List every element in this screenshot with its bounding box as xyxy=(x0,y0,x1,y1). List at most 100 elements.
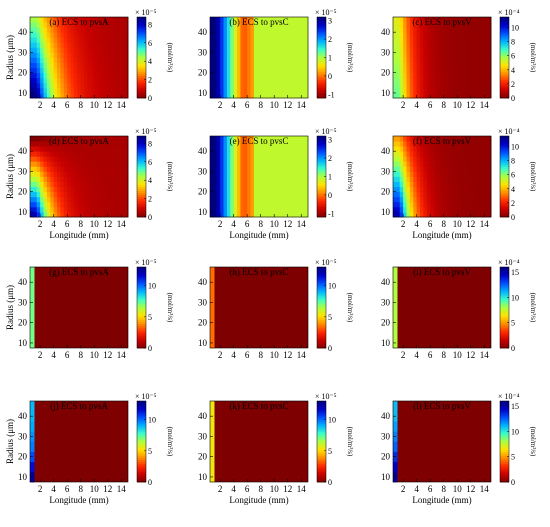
heatmap-cell xyxy=(291,52,295,58)
colorbar-tick-label: 0 xyxy=(511,94,515,103)
heatmap-cell xyxy=(237,166,241,172)
heatmap-cell xyxy=(270,146,275,152)
heatmap-cell xyxy=(226,17,231,23)
y-tick-label: 30 xyxy=(198,297,208,307)
heatmap-cell xyxy=(436,156,441,162)
heatmap-cell xyxy=(393,27,397,33)
heatmap-cell xyxy=(63,211,68,218)
colorbar-segment xyxy=(137,459,146,463)
colorbar-segment xyxy=(137,439,146,442)
heatmap-cell xyxy=(253,141,258,147)
heatmap-cell xyxy=(97,196,102,203)
colorbar-segment xyxy=(137,287,146,290)
colorbar-segment xyxy=(500,136,509,139)
heatmap-cell xyxy=(416,57,421,63)
colorbar-unit-label: (mol/m³/s) xyxy=(346,427,354,457)
heatmap-cell xyxy=(457,67,461,74)
heatmap-cell xyxy=(477,141,482,147)
colorbar-segment xyxy=(500,186,509,190)
heatmap-cell xyxy=(226,57,231,63)
heatmap-cell xyxy=(30,156,34,162)
heatmap-cell xyxy=(433,191,438,198)
heatmap-cell xyxy=(253,92,258,99)
heatmap-cell xyxy=(291,32,295,38)
heatmap-cell xyxy=(73,176,78,182)
heatmap-cell xyxy=(294,186,299,193)
heatmap-cell xyxy=(87,47,92,53)
heatmap-cell xyxy=(270,47,275,53)
heatmap-cell xyxy=(230,47,235,53)
heatmap-cell xyxy=(80,92,85,99)
colorbar-segment xyxy=(500,477,509,481)
heatmap-cell xyxy=(67,151,71,157)
heatmap-cell xyxy=(477,196,482,203)
heatmap-cell xyxy=(430,72,434,79)
heatmap-cell xyxy=(467,72,472,79)
heatmap-cell xyxy=(240,87,245,94)
heatmap-cell xyxy=(453,87,458,94)
heatmap-cell xyxy=(94,42,98,48)
heatmap-cell xyxy=(70,27,75,33)
heatmap-cell xyxy=(104,62,109,69)
colorbar-segment xyxy=(500,192,509,196)
heatmap-cell xyxy=(301,57,306,63)
heatmap-cell xyxy=(230,82,235,89)
heatmap-cell xyxy=(280,211,285,218)
colorbar-segment xyxy=(137,184,146,188)
heatmap-cell xyxy=(247,52,251,58)
heatmap-cell xyxy=(277,156,282,162)
heatmap-cell xyxy=(121,181,126,188)
heatmap-cell xyxy=(53,166,58,172)
colorbar-segment xyxy=(317,299,326,302)
heatmap-cell xyxy=(33,211,38,218)
heatmap-cell xyxy=(210,47,214,53)
heatmap-cell xyxy=(67,161,71,167)
heatmap-cell xyxy=(453,156,458,162)
heatmap-cell xyxy=(220,62,224,69)
heatmap-cell xyxy=(73,62,78,69)
heatmap-cell xyxy=(403,136,407,142)
heatmap-cell xyxy=(301,136,306,142)
colorbar-segment xyxy=(137,95,146,99)
heatmap-cell xyxy=(396,87,401,94)
heatmap-cell xyxy=(40,161,44,167)
heatmap-cell xyxy=(433,72,438,79)
colorbar-segment xyxy=(137,63,146,66)
colorbar-segment xyxy=(317,273,326,276)
heatmap-cell xyxy=(433,206,438,213)
heatmap-cell xyxy=(213,191,218,198)
heatmap-cell xyxy=(30,211,34,218)
heatmap-cell xyxy=(470,87,475,94)
heatmap-cell xyxy=(467,87,472,94)
heatmap-cell xyxy=(253,191,258,198)
heatmap-cell xyxy=(50,27,55,33)
x-tick-label: 12 xyxy=(466,484,475,494)
heatmap-cell xyxy=(100,82,105,89)
heatmap-cell xyxy=(36,87,41,94)
heatmap-cell xyxy=(50,67,55,74)
heatmap-cell xyxy=(301,42,306,48)
colorbar-segment xyxy=(500,437,509,440)
heatmap-cell xyxy=(409,201,414,208)
colorbar-segment xyxy=(500,85,509,89)
heatmap-cell xyxy=(46,171,51,177)
colorbar-segment xyxy=(137,309,146,312)
heatmap-cell xyxy=(403,146,407,152)
heatmap-cell xyxy=(304,186,309,193)
heatmap-cell xyxy=(399,136,404,142)
heatmap-cell xyxy=(477,92,482,99)
colorbar-segment xyxy=(500,277,509,280)
heatmap-cell xyxy=(226,146,231,152)
heatmap-cell xyxy=(477,47,482,53)
colorbar-exponent: × 10⁻⁵ xyxy=(315,8,337,17)
heatmap-cell xyxy=(226,77,231,84)
heatmap-cell xyxy=(474,141,478,147)
colorbar-segment xyxy=(500,325,509,329)
heatmap-cell xyxy=(297,37,302,43)
heatmap-cell xyxy=(77,176,82,182)
colorbar-segment xyxy=(500,93,509,97)
colorbar-segment xyxy=(500,433,509,436)
heatmap-cell xyxy=(396,191,401,198)
heatmap-cell xyxy=(477,42,482,48)
heatmap-cell xyxy=(90,37,95,43)
